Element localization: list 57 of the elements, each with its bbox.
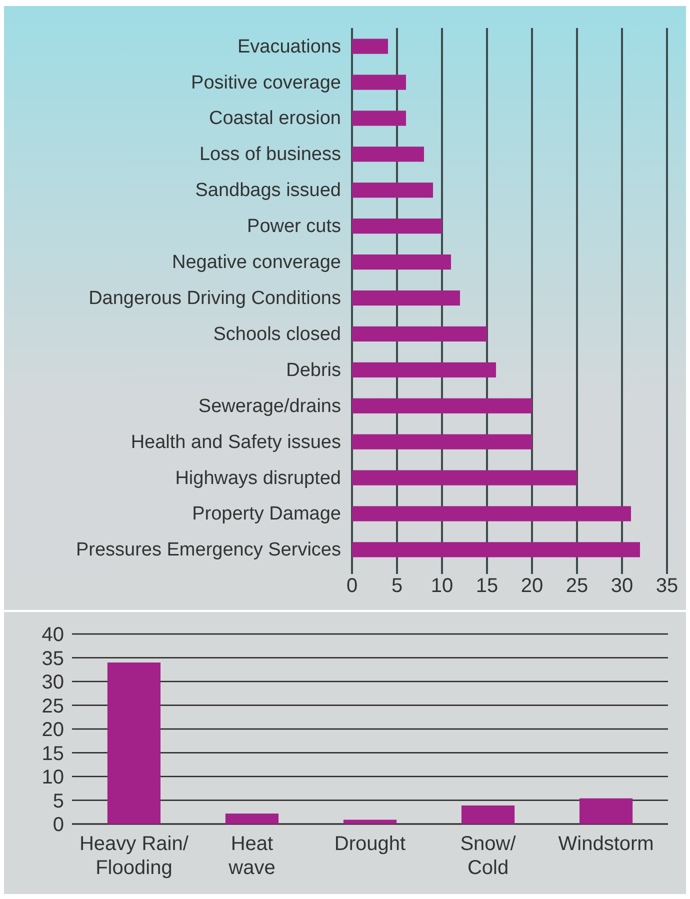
x-tick-label: Heavy Rain/ Flooding [79, 833, 189, 879]
x-tick-label: 5 [391, 575, 403, 597]
y-tick-label: Highways disrupted [175, 468, 341, 489]
bar [352, 470, 577, 486]
bar [579, 798, 633, 824]
y-tick-label: Dangerous Driving Conditions [88, 288, 341, 309]
y-tick-label: Loss of business [199, 144, 341, 166]
y-tick-label: Pressures Emergency Services [76, 540, 341, 561]
x-tick-label: 0 [346, 575, 358, 597]
y-tick-label: Negative converage [172, 252, 341, 274]
y-tick-label: Debris [286, 360, 341, 381]
bar [352, 398, 532, 414]
x-tick-label: Snow/ Cold [460, 833, 516, 879]
bar [343, 820, 397, 824]
x-tick-label: Heat wave [228, 833, 276, 879]
x-tick-label: 30 [610, 575, 634, 597]
x-tick-label: 25 [566, 575, 588, 597]
y-tick-label: 5 [52, 790, 64, 812]
bar [352, 110, 406, 126]
bar [352, 506, 631, 522]
y-tick-label: Property Damage [192, 504, 341, 525]
bar [461, 805, 515, 824]
bar [352, 74, 406, 90]
y-tick-label: 15 [42, 742, 64, 765]
y-tick-label: Power cuts [247, 216, 341, 238]
bar [352, 326, 487, 342]
y-tick-label: Sewerage/drains [198, 396, 341, 417]
x-tick-label: 35 [656, 575, 678, 597]
x-tick-label: 20 [520, 575, 544, 597]
bar [352, 146, 424, 162]
y-tick-label: 30 [42, 672, 64, 694]
y-tick-label: Health and Safety issues [130, 432, 341, 453]
y-tick-label: Schools closed [213, 324, 341, 345]
x-tick-label: Windstorm [558, 833, 654, 855]
y-tick-label: Coastal erosion [208, 108, 341, 130]
bar [352, 218, 442, 234]
y-tick-label: 20 [42, 719, 64, 741]
y-tick-label: Sandbags issued [195, 180, 341, 202]
x-tick-label: 10 [430, 575, 454, 597]
y-tick-label: Evacuations [237, 36, 341, 58]
x-tick-label: Drought [334, 833, 406, 855]
bar [352, 182, 433, 198]
y-tick-label: 35 [42, 648, 64, 670]
bar [352, 542, 640, 558]
bar [225, 814, 279, 824]
y-tick-label: 40 [42, 624, 64, 646]
bar [352, 434, 532, 450]
y-tick-label: 25 [42, 695, 64, 718]
y-tick-label: 10 [42, 766, 64, 788]
bar [107, 662, 161, 824]
y-tick-label: Positive coverage [191, 72, 341, 94]
bar [352, 362, 496, 378]
x-tick-label: 15 [476, 575, 498, 597]
bar [352, 254, 451, 270]
bar [352, 290, 460, 306]
bar [352, 38, 388, 54]
y-tick-label: 0 [52, 814, 64, 836]
